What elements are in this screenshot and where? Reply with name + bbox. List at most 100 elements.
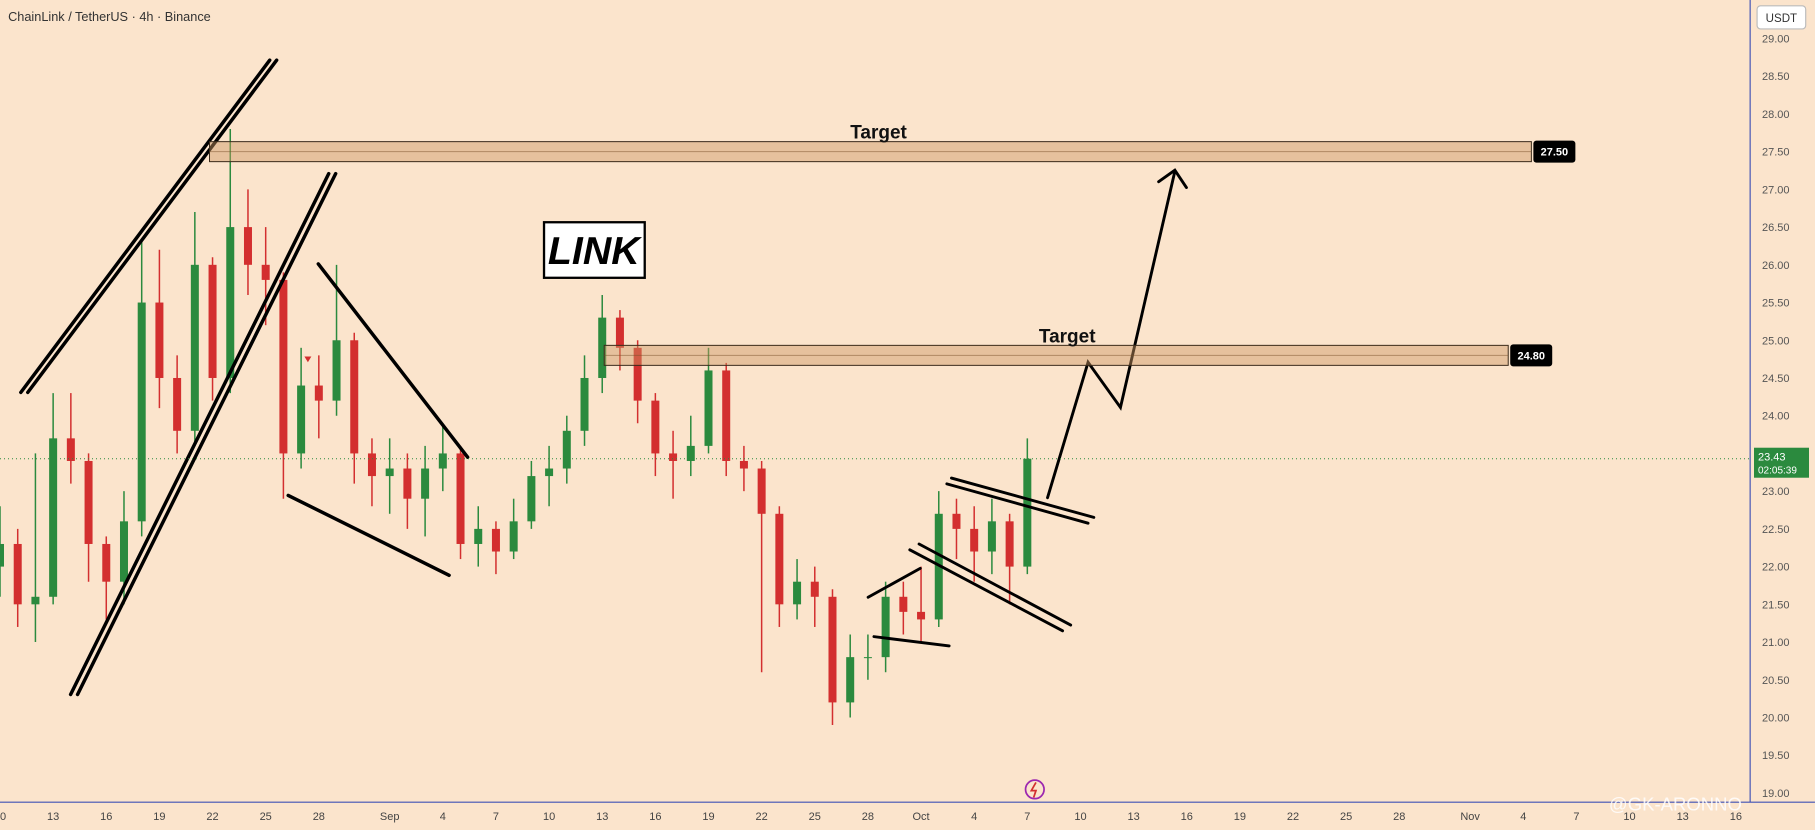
x-tick-label: 22 [756, 811, 768, 823]
candles [0, 129, 1032, 726]
zone-badge [1510, 344, 1553, 367]
candle-body [49, 438, 58, 597]
symbol-title: ChainLink / TetherUS · 4h · Binance [8, 9, 211, 24]
zone-label: 27.50 [1541, 147, 1569, 159]
currency: USDT [1766, 13, 1797, 25]
trend-line [945, 482, 1090, 525]
x-tick-label: 7 [1024, 811, 1030, 823]
candle-body [297, 385, 306, 454]
trend-line [286, 493, 451, 578]
x-tick-label: Sep [380, 811, 400, 823]
y-tick-label: 23.00 [1762, 486, 1790, 498]
event-icon [1024, 779, 1045, 800]
candle-body [137, 302, 146, 522]
y-tick-label: 26.50 [1762, 222, 1790, 234]
y-tick-label: 22.50 [1762, 524, 1790, 536]
marker [304, 356, 312, 363]
x-tick-label: 16 [649, 811, 661, 823]
x-tick-label: 28 [1393, 811, 1405, 823]
x-tick-label: Oct [912, 811, 929, 823]
x-tick-label: 19 [702, 811, 714, 823]
y-tick-label: 28.00 [1762, 109, 1790, 121]
candle-body [155, 302, 164, 378]
candle-body [119, 521, 128, 582]
candle-body [899, 596, 908, 612]
trend-line [950, 476, 1096, 519]
candle-body [226, 227, 235, 378]
candle-body [1005, 521, 1014, 567]
y-tick-label: 21.00 [1762, 637, 1790, 649]
annotation: LINK [548, 229, 642, 273]
candle-body [385, 468, 394, 477]
x-tick-label: 7 [1573, 811, 1579, 823]
zone-title: Target [850, 123, 907, 144]
x-tick-label: 13 [47, 811, 59, 823]
candle-body [332, 340, 341, 401]
candle-body [775, 513, 784, 605]
trend-line [872, 635, 951, 648]
x-tick-label: 28 [313, 811, 325, 823]
candle-body [952, 513, 961, 529]
candle-body [102, 543, 111, 582]
trend-line [75, 171, 338, 697]
x-tick-label: 7 [493, 811, 499, 823]
arrow-head [1157, 168, 1188, 189]
x-tick-label: 10 [1074, 811, 1086, 823]
zone-label: 24.80 [1517, 350, 1545, 362]
x-tick-label: 13 [1677, 811, 1689, 823]
last-price-label: 23.43 [1758, 452, 1786, 464]
candle-body [350, 340, 359, 454]
y-tick-label: 25.00 [1762, 335, 1790, 347]
candle-body [0, 543, 4, 567]
trend-line [908, 548, 1065, 633]
candle-body [509, 521, 518, 552]
candle-body [863, 657, 872, 659]
y-tick-label: 20.50 [1762, 675, 1790, 687]
candle-body [403, 468, 412, 499]
y-tick-label: 19.50 [1762, 750, 1790, 762]
candle-body [421, 468, 430, 499]
x-tick-label: 4 [1520, 811, 1526, 823]
candle-body [739, 460, 748, 469]
candle-body [545, 468, 554, 477]
candle-body [686, 445, 695, 461]
x-tick-label: 28 [862, 811, 874, 823]
trend-line [19, 58, 272, 395]
y-tick-label: 22.00 [1762, 562, 1790, 574]
x-tick-label: 13 [596, 811, 608, 823]
candle-body [190, 264, 199, 431]
candle-body [456, 453, 465, 544]
y-tick-label: 27.50 [1762, 147, 1790, 159]
x-tick-label: 10 [0, 811, 6, 823]
candle-body [208, 264, 217, 378]
x-tick-label: 10 [1623, 811, 1635, 823]
x-tick-label: 22 [1287, 811, 1299, 823]
x-tick-label: 16 [100, 811, 112, 823]
candle-body [261, 264, 270, 280]
trend-line [316, 262, 470, 459]
candle-body [13, 543, 22, 605]
trend-line [68, 171, 331, 697]
candle-body [314, 385, 323, 401]
candle-body [173, 377, 182, 431]
candle-body [810, 581, 819, 597]
candle-body [367, 453, 376, 477]
projection-arrow [1046, 169, 1177, 500]
x-tick-label: Nov [1460, 811, 1480, 823]
candle-body [828, 596, 837, 703]
candle-body [279, 279, 288, 454]
x-tick-label: 19 [153, 811, 165, 823]
watermark: @GK-ARONNO [1609, 793, 1742, 814]
currency-box [1756, 5, 1807, 30]
x-tick-label: 16 [1181, 811, 1193, 823]
candle-body [598, 317, 607, 378]
candle-body [846, 657, 855, 703]
y-tick-label: 26.00 [1762, 260, 1790, 272]
x-tick-label: 25 [260, 811, 272, 823]
candle-body [704, 370, 713, 446]
candle-body [793, 581, 802, 605]
candle-body [474, 528, 483, 544]
